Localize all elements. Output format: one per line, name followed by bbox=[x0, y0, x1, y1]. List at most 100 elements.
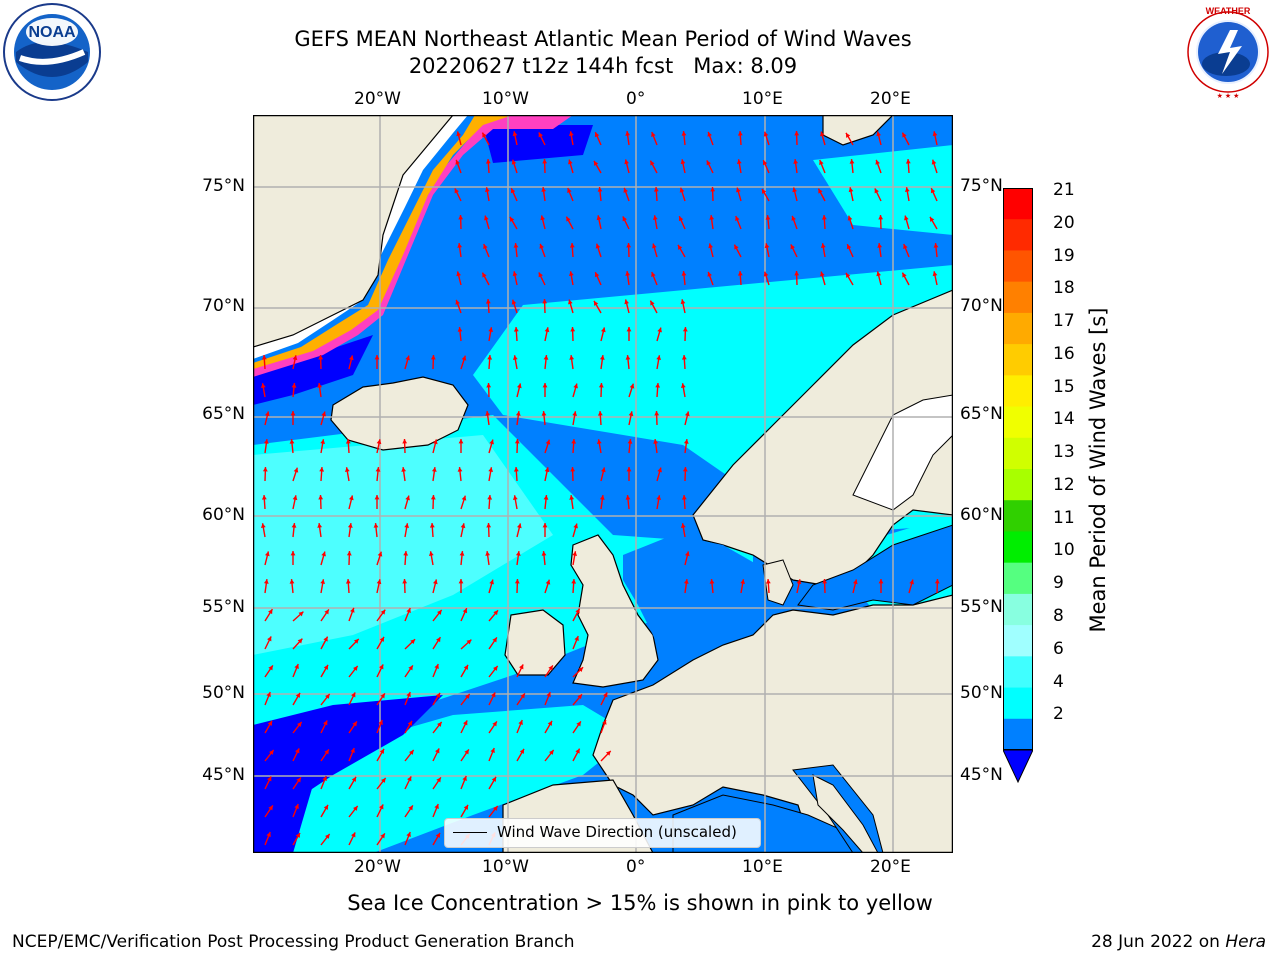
wave-direction-arrow bbox=[544, 691, 551, 706]
wave-direction-arrow bbox=[458, 579, 464, 593]
wave-direction-arrow bbox=[569, 355, 575, 370]
wave-direction-arrow bbox=[763, 131, 770, 146]
wave-direction-arrow bbox=[684, 551, 690, 566]
wave-direction-arrow bbox=[570, 466, 576, 482]
map-grid bbox=[253, 115, 953, 853]
wave-direction-arrow bbox=[264, 720, 273, 734]
wave-direction-arrow bbox=[264, 691, 271, 706]
wave-direction-arrow bbox=[428, 551, 434, 566]
colorbar-tick-label: 16 bbox=[1053, 343, 1075, 364]
wave-direction-arrow bbox=[740, 579, 746, 594]
colorbar-label: Mean Period of Wind Waves [s] bbox=[1086, 307, 1110, 633]
wave-direction-arrow bbox=[481, 132, 490, 146]
wave-direction-arrow bbox=[320, 609, 330, 622]
wave-direction-arrow bbox=[933, 243, 939, 258]
wave-direction-arrow bbox=[516, 664, 524, 678]
credit-machine: Hera bbox=[1225, 932, 1266, 952]
wave-direction-arrow bbox=[318, 494, 324, 510]
wave-direction-arrow bbox=[484, 187, 490, 202]
wave-direction-arrow bbox=[374, 495, 380, 509]
wave-direction-arrow bbox=[320, 439, 326, 454]
wave-direction-arrow bbox=[488, 665, 499, 678]
wave-direction-arrow bbox=[431, 467, 437, 482]
wave-direction-arrow bbox=[376, 439, 382, 454]
wave-direction-arrow bbox=[263, 439, 269, 454]
wave-direction-arrow bbox=[376, 579, 382, 594]
lat-tick-left-70n: 70°N bbox=[202, 296, 245, 316]
wave-direction-arrow bbox=[460, 523, 466, 538]
wave-direction-arrow bbox=[929, 216, 938, 230]
legend: Wind Wave Direction (unscaled) bbox=[444, 818, 761, 848]
wave-direction-arrow bbox=[261, 494, 267, 510]
chart-subtitle: 20220627 t12z 144h fcst Max: 8.09 bbox=[408, 54, 798, 78]
wave-direction-arrow bbox=[625, 271, 631, 286]
wave-direction-arrow bbox=[456, 131, 462, 146]
wave-direction-arrow bbox=[707, 131, 714, 146]
colorbar-tick-label: 17 bbox=[1053, 311, 1075, 332]
wave-direction-arrow bbox=[488, 747, 495, 762]
wave-direction-arrow bbox=[846, 243, 854, 258]
wave-direction-arrow bbox=[404, 665, 414, 678]
wave-direction-arrow bbox=[376, 693, 386, 706]
wave-direction-arrow bbox=[348, 805, 359, 818]
wave-direction-arrow bbox=[820, 271, 826, 286]
wave-direction-arrow bbox=[292, 467, 299, 482]
wave-direction-arrow bbox=[264, 749, 275, 762]
wind-wave-direction-arrows bbox=[260, 130, 940, 846]
wave-direction-arrow bbox=[625, 495, 631, 510]
colorbar-tick-label: 18 bbox=[1053, 278, 1075, 299]
wave-direction-arrow bbox=[432, 777, 442, 790]
wave-direction-arrow bbox=[572, 523, 578, 538]
wave-direction-arrow bbox=[678, 215, 686, 230]
wave-direction-arrow bbox=[262, 466, 268, 482]
wave-direction-arrow bbox=[488, 692, 496, 706]
wave-direction-arrow bbox=[516, 719, 523, 734]
wave-direction-arrow bbox=[600, 692, 608, 706]
lon-tick-bottom-10e: 10°E bbox=[742, 857, 783, 877]
wave-direction-arrow bbox=[404, 495, 410, 510]
wave-direction-arrow bbox=[404, 523, 410, 538]
wave-direction-arrow bbox=[515, 551, 521, 566]
wave-direction-arrow bbox=[320, 804, 329, 818]
wave-direction-arrow bbox=[460, 749, 470, 762]
wave-direction-arrow bbox=[319, 466, 325, 482]
wave-direction-arrow bbox=[791, 215, 798, 230]
wave-direction-arrow bbox=[486, 382, 492, 398]
wave-direction-arrow bbox=[653, 186, 659, 202]
wave-direction-arrow bbox=[432, 803, 439, 818]
wave-direction-arrow bbox=[292, 803, 299, 818]
wave-direction-arrow bbox=[544, 665, 554, 678]
wave-direction-arrow bbox=[404, 638, 416, 650]
wave-direction-arrow bbox=[878, 214, 884, 230]
colorbar-swatch bbox=[1003, 312, 1033, 345]
wave-direction-arrow bbox=[682, 466, 688, 482]
svg-text:NOAA: NOAA bbox=[28, 24, 76, 41]
map-panel bbox=[252, 114, 954, 854]
wave-direction-arrow bbox=[485, 551, 491, 566]
wave-direction-arrow bbox=[488, 805, 499, 818]
lat-tick-left-65n: 65°N bbox=[202, 404, 245, 424]
wave-direction-arrow bbox=[516, 383, 522, 398]
wave-direction-arrow bbox=[488, 776, 497, 790]
land-italy bbox=[812, 774, 879, 853]
wave-direction-arrow bbox=[429, 522, 435, 538]
colorbar-swatch bbox=[1003, 625, 1033, 657]
wave-direction-arrow bbox=[572, 666, 584, 678]
wave-direction-arrow bbox=[593, 160, 602, 174]
wave-direction-arrow bbox=[402, 578, 408, 594]
lon-tick-top-0: 0° bbox=[626, 89, 646, 109]
wave-direction-arrow bbox=[677, 244, 686, 258]
wave-direction-arrow bbox=[432, 748, 440, 762]
wave-direction-arrow bbox=[572, 748, 581, 762]
wave-direction-arrow bbox=[346, 550, 352, 566]
wave-direction-arrow bbox=[568, 131, 574, 146]
wave-direction-arrow bbox=[594, 271, 602, 286]
wave-direction-arrow bbox=[596, 439, 602, 454]
wave-direction-arrow bbox=[680, 383, 686, 398]
wave-direction-arrow bbox=[292, 663, 299, 678]
wave-direction-arrow bbox=[653, 439, 659, 454]
noaa-logo: NOAA bbox=[2, 2, 102, 102]
wave-direction-arrow bbox=[708, 243, 714, 258]
lon-tick-top-20w: 20°W bbox=[354, 89, 401, 109]
colorbar-swatch bbox=[1003, 593, 1033, 626]
